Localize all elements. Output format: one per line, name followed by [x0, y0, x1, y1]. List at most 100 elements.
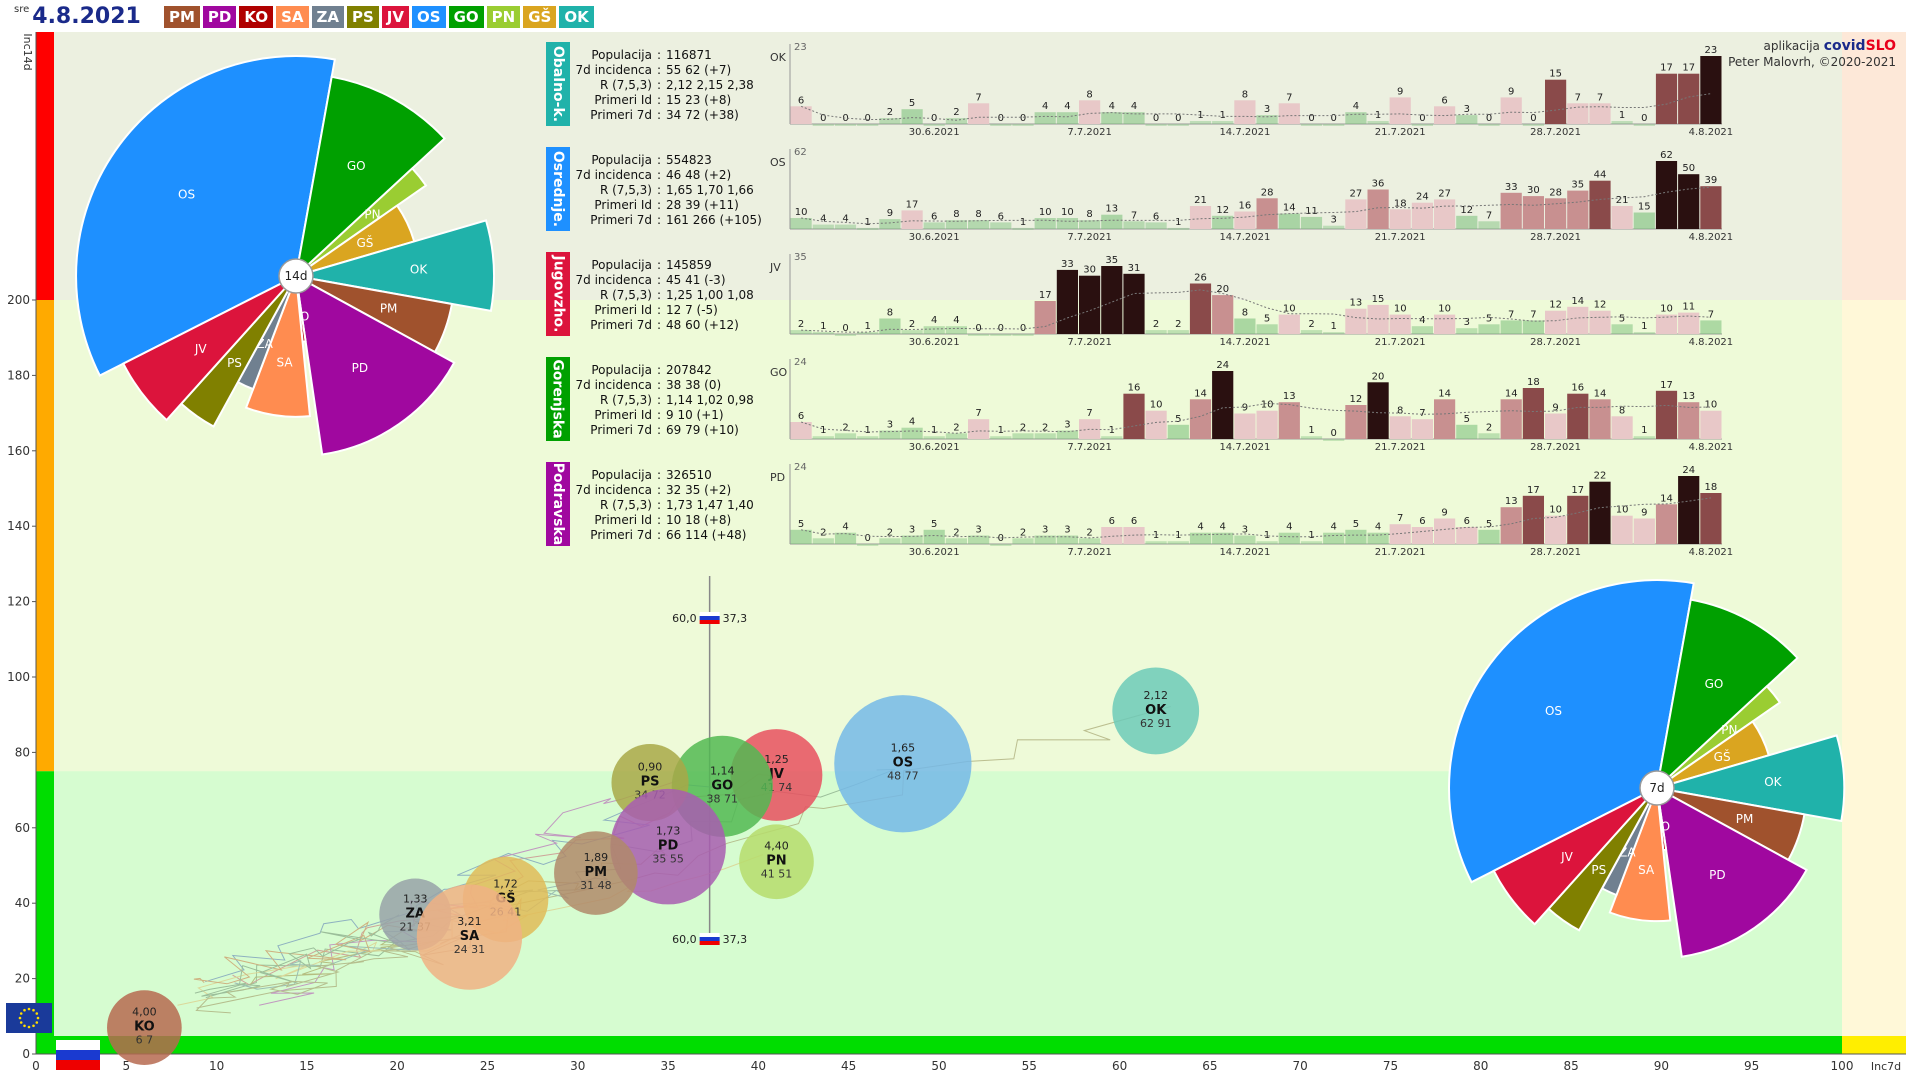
- bar: [1678, 402, 1700, 439]
- region-tab-label: Obalno-k.: [550, 45, 567, 123]
- pie-label: PD: [1709, 868, 1725, 882]
- bubble-name: SA: [460, 929, 479, 944]
- bar: [879, 538, 901, 544]
- stat-value: 10 18 (+8): [666, 513, 732, 527]
- credit-author: Peter Malovrh, ©2020-2021: [1728, 55, 1896, 69]
- region-tab: Podravska: [546, 462, 570, 546]
- bar: [1611, 121, 1633, 124]
- bar-value: 13: [1505, 496, 1518, 507]
- stat-key: Primeri 7d: [590, 423, 652, 437]
- bar-value: 8: [1397, 405, 1403, 416]
- x-tick-label: 90: [1654, 1059, 1669, 1073]
- bar-value: 9: [1397, 86, 1403, 97]
- bar: [1079, 100, 1101, 124]
- bar: [1300, 330, 1323, 334]
- bar-value: 1: [998, 425, 1004, 436]
- bar: [1434, 399, 1456, 439]
- pie-label: PM: [1736, 812, 1754, 826]
- bar-value: 10: [1549, 505, 1562, 516]
- region-tab-label: Gorenjska: [550, 359, 566, 439]
- stat-key: Primeri 7d: [590, 318, 652, 332]
- bar: [1189, 283, 1212, 334]
- x-tick-label: 40: [751, 1059, 766, 1073]
- bar-x-tick: 7.7.2021: [1067, 127, 1112, 138]
- bar-ymax: 23: [794, 42, 807, 53]
- bubble-inc: 24 31: [454, 943, 486, 956]
- badge-pn: PN: [486, 6, 521, 28]
- bar-value: 33: [1505, 182, 1518, 193]
- stat-key: R (7,5,3): [599, 183, 652, 197]
- stat-value: 9 10 (+1): [666, 408, 724, 422]
- bar: [1056, 269, 1078, 334]
- bar-x-tick: 28.7.2021: [1530, 127, 1581, 138]
- bar: [1700, 493, 1722, 544]
- bar-x-tick: 14.7.2021: [1219, 442, 1270, 453]
- bar-value: 0: [1331, 428, 1337, 439]
- bar: [1323, 532, 1345, 544]
- pie-label: PM: [380, 302, 398, 316]
- bar-value: 35: [1105, 255, 1118, 266]
- stat-sep: :: [656, 168, 662, 182]
- stat-sep: :: [656, 408, 662, 422]
- bar: [1655, 73, 1678, 124]
- bar-value: 10: [1705, 400, 1718, 411]
- bar: [1145, 541, 1167, 544]
- bar: [1611, 416, 1633, 439]
- bar-value: 0: [998, 533, 1004, 544]
- bar-value: 8: [975, 209, 981, 220]
- bar: [1655, 314, 1678, 334]
- bar: [1545, 515, 1567, 544]
- pie-label: OS: [178, 188, 195, 202]
- bar-value: 24: [1682, 465, 1695, 476]
- bar: [1212, 121, 1234, 124]
- bar: [879, 219, 901, 229]
- bar-value: 8: [887, 308, 893, 319]
- bar-value: 4: [953, 315, 959, 326]
- pie-7d: OSGOPNGŠOKPMPDKOSAZAPSJV7d: [1448, 579, 1846, 958]
- date-label: 4.8.2021: [32, 4, 141, 29]
- bar-value: 4: [1353, 101, 1359, 112]
- bar-value: 7: [1486, 210, 1492, 221]
- bar: [1167, 541, 1189, 544]
- bar: [1633, 518, 1655, 544]
- bar: [1234, 535, 1256, 544]
- bar-value: 7: [1508, 309, 1514, 320]
- bar: [1123, 273, 1145, 334]
- bar: [790, 106, 812, 124]
- stat-key: 7d incidenca: [575, 378, 653, 392]
- bar: [1345, 308, 1367, 334]
- bar: [834, 124, 857, 126]
- ref-label-left: 60,0: [672, 612, 697, 625]
- bar-value: 1: [820, 321, 826, 332]
- pie-label: PS: [227, 356, 242, 370]
- bubble-r: 1,73: [656, 825, 681, 838]
- bar-value: 27: [1438, 188, 1451, 199]
- bar: [1323, 124, 1345, 126]
- y-tick-label: 100: [7, 670, 30, 684]
- bar-value: 6: [1109, 516, 1115, 527]
- bar-value: 10: [1261, 400, 1274, 411]
- stat-value: 46 48 (+2): [666, 168, 732, 182]
- bar: [1655, 161, 1678, 229]
- bar-value: 0: [842, 113, 848, 124]
- stat-key: Populacija: [591, 153, 652, 167]
- bar-value: 4: [820, 214, 826, 225]
- bar-value: 17: [1527, 485, 1540, 496]
- bar-value: 2: [1308, 319, 1314, 330]
- bar: [1478, 433, 1500, 439]
- bar: [1545, 310, 1567, 334]
- bar-value: 0: [1308, 113, 1314, 124]
- bar-value: 12: [1350, 394, 1363, 405]
- bar-value: 31: [1128, 263, 1141, 274]
- bar-value: 0: [931, 113, 937, 124]
- stat-key: 7d incidenca: [575, 63, 653, 77]
- ref-flag-top: [699, 612, 720, 616]
- bubble-name: PM: [585, 865, 607, 880]
- stat-sep: :: [656, 63, 662, 77]
- bar: [1678, 174, 1700, 229]
- bar: [923, 222, 945, 229]
- bar: [1545, 413, 1567, 439]
- bar: [1456, 527, 1478, 544]
